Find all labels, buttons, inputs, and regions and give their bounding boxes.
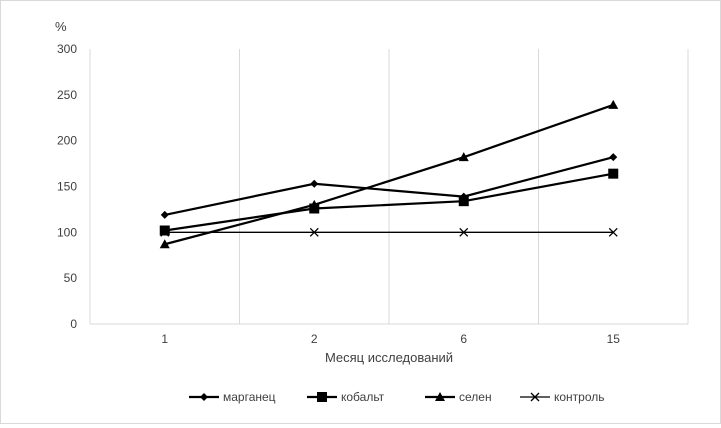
series-line [164,156,614,216]
x-axis-label: Месяц исследований [325,350,453,365]
legend-item: контроль [520,390,605,404]
legend-label: селен [459,390,492,404]
x-tick-label: 1 [161,332,168,346]
series-line [164,103,614,246]
y-tick-label: 50 [64,271,78,285]
series-line [164,172,614,232]
legend-marker [317,392,327,402]
legend-item: селен [425,390,492,404]
y-axis-ticks: 0 50 100 150 200 250 300 [57,42,77,331]
y-tick-label: 150 [57,180,77,194]
data-point [310,179,319,188]
data-point [608,168,619,179]
data-point [608,99,619,109]
legend-label: кобальт [341,390,385,404]
data-point [609,153,618,162]
data-point [458,196,469,207]
y-tick-label: 250 [57,88,77,102]
x-tick-label: 6 [460,332,467,346]
x-tick-label: 15 [607,332,621,346]
legend-item: кобальт [307,390,385,404]
x-axis-ticks: 1 2 6 15 [161,332,620,346]
series-1 [160,153,618,219]
data-point [160,227,170,237]
data-point [458,152,469,162]
data-point [608,227,618,237]
series-4 [160,227,618,237]
y-tick-label: 100 [57,225,77,239]
series-3 [159,99,619,249]
data-point [459,227,469,237]
data-point [309,227,319,237]
legend-marker [435,392,445,401]
legend-label: марганец [223,390,276,404]
legend-item: марганец [189,390,276,404]
data-point [160,210,169,219]
data-point [159,225,170,236]
data-point [309,199,320,209]
data-point [159,239,170,249]
legend-marker [530,392,540,402]
y-tick-label: 0 [70,317,77,331]
legend-marker [200,393,208,401]
legend: марганец кобальт селен контроль [189,390,605,404]
grid-lines [89,49,689,325]
series-group [159,99,619,249]
y-axis-label: % [55,19,67,34]
x-tick-label: 2 [311,332,318,346]
y-tick-label: 200 [57,134,77,148]
legend-label: контроль [554,390,605,404]
y-tick-label: 300 [57,42,77,56]
